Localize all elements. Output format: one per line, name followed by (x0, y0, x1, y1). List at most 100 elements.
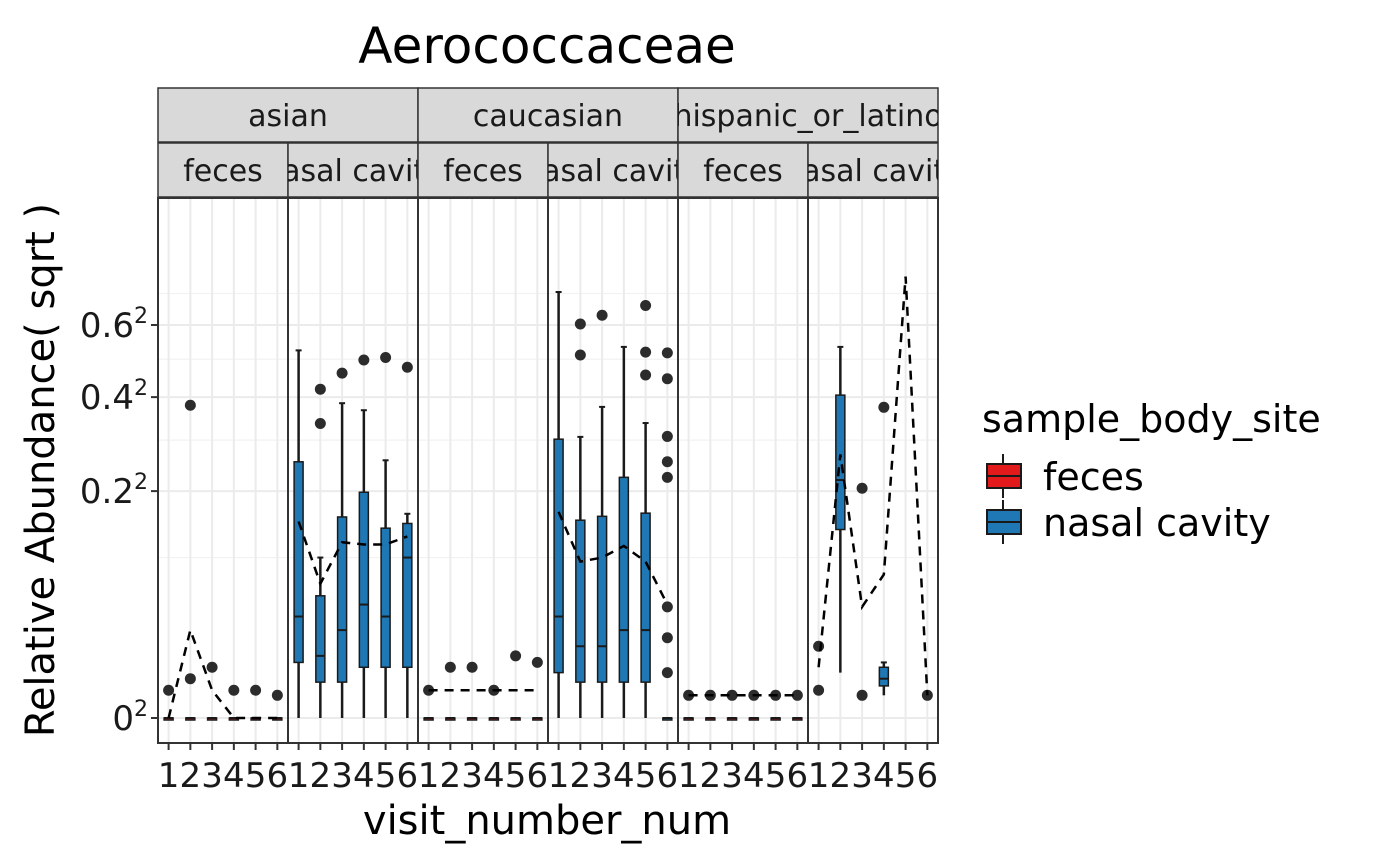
x-tick-label: 6 (787, 756, 809, 796)
x-tick-label: 4 (353, 756, 375, 796)
y-tick-label: 0.22 (80, 470, 148, 512)
outlier-point (314, 383, 326, 395)
x-tick-label: 5 (245, 756, 267, 796)
panel-data (423, 650, 543, 721)
outlier-point (661, 373, 673, 385)
x-tick-label: 4 (873, 756, 895, 796)
facet-row-strips: asian caucasian hispanic_or_latino (157, 87, 942, 143)
outlier-point (574, 349, 586, 361)
outlier-point (206, 661, 218, 673)
outlier-point (856, 482, 868, 494)
panel-data (813, 276, 933, 701)
x-tick-label: 5 (635, 756, 657, 796)
y-tick-exponent: 2 (134, 376, 148, 401)
x-tick-label: 2 (830, 756, 852, 796)
strip-site-label: nasal cavity (263, 154, 443, 189)
box-body (835, 394, 846, 531)
mean-line (297, 521, 408, 587)
outlier-point (661, 430, 673, 442)
facet-panels (157, 197, 939, 744)
outlier-point (163, 684, 175, 696)
x-axis-title: visit_number_num (363, 798, 731, 844)
x-tick-label: 5 (765, 756, 787, 796)
panel-data (683, 689, 803, 721)
outlier-point (726, 689, 738, 701)
outlier-point (596, 309, 608, 321)
outlier-point (358, 354, 370, 366)
strip-group-label: hispanic_or_latino (673, 99, 942, 134)
x-tick-label: 3 (331, 756, 353, 796)
facet-panel (288, 198, 418, 743)
box-body (618, 476, 630, 683)
y-tick-exponent: 2 (134, 697, 148, 722)
x-tick-label: 6 (527, 756, 549, 796)
panel-background (678, 198, 808, 743)
x-tick-label: 4 (613, 756, 635, 796)
outlier-point (574, 318, 586, 330)
strip-site-label: feces (183, 154, 263, 189)
outlier-point (661, 632, 673, 644)
y-tick-label: 0.42 (80, 376, 148, 418)
outlier-point (856, 689, 868, 701)
outlier-point (466, 661, 478, 673)
x-tick-label: 3 (461, 756, 483, 796)
x-tick-label: 3 (721, 756, 743, 796)
outlier-point (661, 347, 673, 359)
outlier-point (510, 650, 522, 662)
outlier-point (640, 300, 652, 312)
outlier-point (250, 684, 262, 696)
panel-data (553, 290, 673, 721)
outlier-point (791, 689, 803, 701)
mean-line (817, 276, 929, 696)
x-tick-label: 6 (917, 756, 939, 796)
outlier-point (184, 399, 196, 411)
x-tick-label: 5 (375, 756, 397, 796)
strip-site-box (417, 142, 549, 198)
box-body (575, 519, 586, 683)
outlier-point (661, 601, 673, 613)
x-tick-label: 4 (223, 756, 245, 796)
strip-site-label: nasal cavity (783, 154, 963, 189)
strip-group-label: caucasian (473, 99, 623, 134)
strip-site-label: nasal cavity (523, 154, 703, 189)
box-body (553, 438, 564, 674)
x-tick-label: 2 (700, 756, 722, 796)
outlier-point (380, 351, 392, 363)
legend-label: feces (1043, 455, 1144, 499)
y-tick-label: 0.62 (80, 304, 148, 346)
strip-group-box (157, 87, 419, 143)
x-tick-label: 6 (397, 756, 419, 796)
strip-group-label: asian (248, 99, 328, 134)
x-tick-label: 1 (548, 756, 570, 796)
x-tick-label: 3 (851, 756, 873, 796)
facet-panel (678, 198, 808, 743)
facet-panel (808, 198, 938, 743)
outlier-point (640, 369, 652, 381)
box-body (293, 461, 304, 664)
y-tick-value: 0 (112, 699, 134, 739)
legend-key (986, 500, 1022, 544)
facet-panel (158, 198, 288, 743)
x-tick-label: 5 (895, 756, 917, 796)
legend-label: nasal cavity (1043, 501, 1271, 545)
y-tick-value: 0.4 (80, 378, 134, 418)
outlier-point (228, 684, 240, 696)
x-tick-label: 3 (591, 756, 613, 796)
panel-border (807, 197, 939, 744)
outlier-point (661, 471, 673, 483)
x-tick-label: 1 (808, 756, 830, 796)
x-tick-label: 5 (505, 756, 527, 796)
outlier-point (661, 667, 673, 679)
x-tick-label: 1 (418, 756, 440, 796)
box-body (596, 515, 608, 683)
outlier-point (813, 640, 825, 652)
mean-line (557, 511, 669, 606)
panel-background (288, 198, 418, 743)
x-tick-label: 4 (743, 756, 765, 796)
x-tick-label: 2 (570, 756, 592, 796)
outlier-point (184, 673, 196, 685)
x-tick-label: 3 (201, 756, 223, 796)
